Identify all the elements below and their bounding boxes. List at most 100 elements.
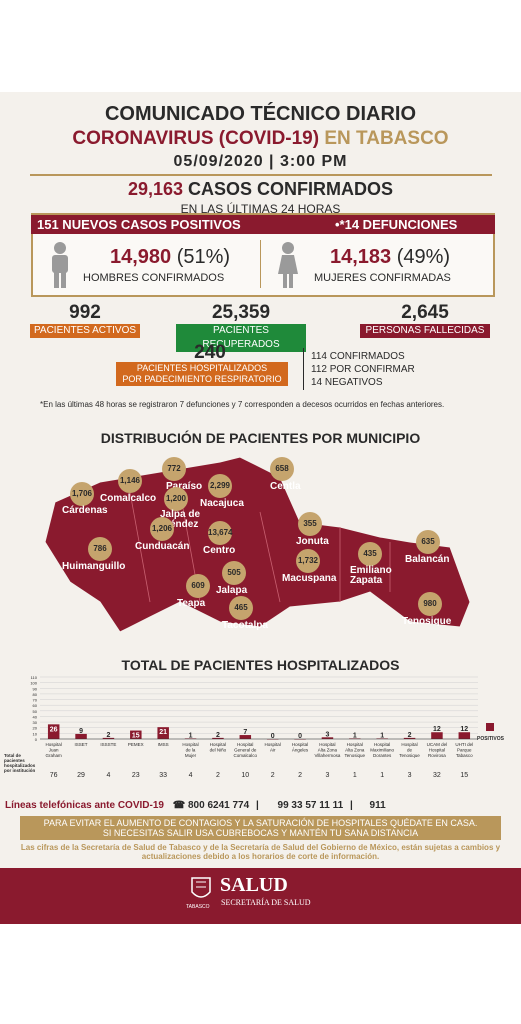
- hospitalized-label-2: POR PADECIMIENTO RESPIRATORIO: [122, 374, 282, 384]
- category-label: General de: [234, 748, 257, 753]
- bubble-huimanguillo: 786: [88, 537, 112, 561]
- hosp-pending: 112 POR CONFIRMAR: [311, 364, 415, 375]
- bubble-jonuta: 355: [298, 512, 322, 536]
- bar-value-label: 21: [159, 729, 167, 736]
- total-value: 4: [106, 772, 110, 779]
- total-value: 2: [271, 772, 275, 779]
- hosp-negative: 14 NEGATIVOS: [311, 377, 383, 388]
- bubble-paraiso: 772: [162, 457, 186, 481]
- label-jonuta: Jonuta: [296, 536, 329, 547]
- category-label: Hospital: [347, 742, 363, 747]
- footer-band: [0, 868, 521, 924]
- label-paraiso: Paraíso: [166, 481, 203, 492]
- bubble-tenosique: 980: [418, 592, 442, 616]
- category-label: Hospital: [319, 742, 335, 747]
- active-label: PACIENTES ACTIVOS: [30, 324, 140, 338]
- total-value: 29: [77, 772, 85, 779]
- bubble-centla: 658: [270, 457, 294, 481]
- category-label: Tenosique: [345, 753, 366, 758]
- hosp-divider: [303, 348, 304, 390]
- recovered-number: 25,359: [211, 302, 271, 323]
- category-label: Maximiliano: [370, 748, 394, 753]
- hospitalized-number: 240: [194, 342, 226, 363]
- category-label: de: [407, 748, 413, 753]
- disclaimer: Las cifras de la Secretaría de Salud de …: [20, 843, 501, 861]
- category-label: Graham: [46, 753, 63, 758]
- women-percent: (49%): [396, 246, 451, 268]
- total-value: 3: [325, 772, 329, 779]
- bar-value-label: 1: [353, 732, 357, 739]
- women-number: 14,183: [330, 246, 392, 268]
- total-value: 33: [159, 772, 167, 779]
- total-value: 15: [460, 772, 468, 779]
- bar: [212, 737, 224, 739]
- man-icon: [52, 242, 68, 288]
- men-label: HOMBRES CONFIRMADOS: [83, 272, 225, 284]
- category-label: Hospital: [401, 742, 417, 747]
- row-label: Total de: [4, 753, 21, 758]
- label-centla: Centla: [270, 481, 301, 492]
- bar: [102, 737, 115, 739]
- category-label: Hospital: [429, 748, 445, 753]
- y-tick-label: 90: [33, 686, 38, 691]
- bubble-macuspana: 1,732: [296, 549, 320, 573]
- bubble-cunduacan: 1,206: [150, 517, 174, 541]
- category-label: Hospital: [374, 742, 390, 747]
- category-label: Juan: [49, 748, 59, 753]
- recovered-label: PACIENTES RECUPERADOS: [176, 324, 306, 352]
- y-tick-label: 70: [33, 698, 38, 703]
- map-title: DISTRIBUCIÓN DE PACIENTES POR MUNICIPIO: [100, 430, 421, 446]
- last-24-label: EN LAS ÚLTIMAS 24 HORAS: [180, 202, 341, 216]
- title-tabasco: EN TABASCO: [324, 128, 449, 149]
- category-label: Mujer: [185, 753, 197, 758]
- bar-value-label: 26: [50, 726, 58, 733]
- label-jalapa: Jalapa: [216, 585, 248, 596]
- bubble-tacotalpa: 465: [229, 596, 253, 620]
- total-value: 4: [189, 772, 193, 779]
- bubble-comalcalco: 1,146: [118, 469, 142, 493]
- hospitalized-bar-chart: 010203040506070809010011026HospitalJuanG…: [4, 675, 505, 779]
- date-line: 05/09/2020 | 3:00 PM: [173, 153, 348, 170]
- title-line-1: COMUNICADO TÉCNICO DIARIO: [104, 103, 417, 125]
- category-label: Parque: [457, 748, 472, 753]
- bubble-teapa: 609: [186, 574, 210, 598]
- bubble-nacajuca: 2,299: [208, 474, 232, 498]
- row-label: pacientes: [4, 758, 25, 763]
- phone-lines: Líneas telefónicas ante COVID-19 ☎ 800 6…: [5, 800, 386, 811]
- y-tick-label: 110: [31, 675, 38, 680]
- category-label: de la: [186, 748, 196, 753]
- row-label: por institución: [4, 768, 35, 773]
- total-value: 1: [380, 772, 384, 779]
- confirmed-number: 29,163: [127, 179, 184, 199]
- bar-value-label: 2: [216, 732, 220, 739]
- chart-title: TOTAL DE PACIENTES HOSPITALIZADOS: [121, 657, 400, 673]
- total-value: 2: [298, 772, 302, 779]
- prevention-line-1: PARA EVITAR EL AUMENTO DE CONTAGIOS Y LA…: [43, 818, 478, 828]
- men-number: 14,980: [110, 246, 172, 268]
- label-nacajuca: Nacajuca: [200, 498, 244, 509]
- bubble-centro: 13,674: [208, 521, 232, 545]
- bar-value-label: 12: [460, 726, 468, 733]
- category-label: UHTI del: [455, 742, 473, 747]
- category-label: Alta Zona: [318, 748, 338, 753]
- bubble-emiliano-zapata: 435: [358, 542, 382, 566]
- total-value: 1: [353, 772, 357, 779]
- women-label: MUJERES CONFIRMADAS: [314, 272, 451, 284]
- label-emiliano-zapata: Emiliano Zapata: [350, 565, 392, 586]
- label-jalpa: Jalpa de Méndez: [159, 509, 201, 530]
- legend-swatch: [486, 723, 494, 731]
- bar: [239, 735, 252, 739]
- bar: [157, 727, 169, 739]
- category-label: Alta Zona: [345, 748, 365, 753]
- title-covid: CORONAVIRUS (COVID-19): [72, 128, 320, 149]
- phone-2: 99 33 57 11 11: [277, 800, 344, 811]
- label-comalcalco: Comalcalco: [100, 493, 157, 504]
- dead-number: 2,645: [401, 302, 449, 323]
- bar: [75, 733, 87, 739]
- category-label: Villahermosa: [314, 753, 340, 758]
- category-label: UCAM del: [427, 742, 448, 747]
- legend-label: POSITIVOS: [477, 736, 505, 742]
- hosp-confirmed: 114 CONFIRMADOS: [311, 351, 405, 362]
- bubble-cardenas: 1,706: [70, 482, 94, 506]
- category-label: Hospital: [210, 742, 226, 747]
